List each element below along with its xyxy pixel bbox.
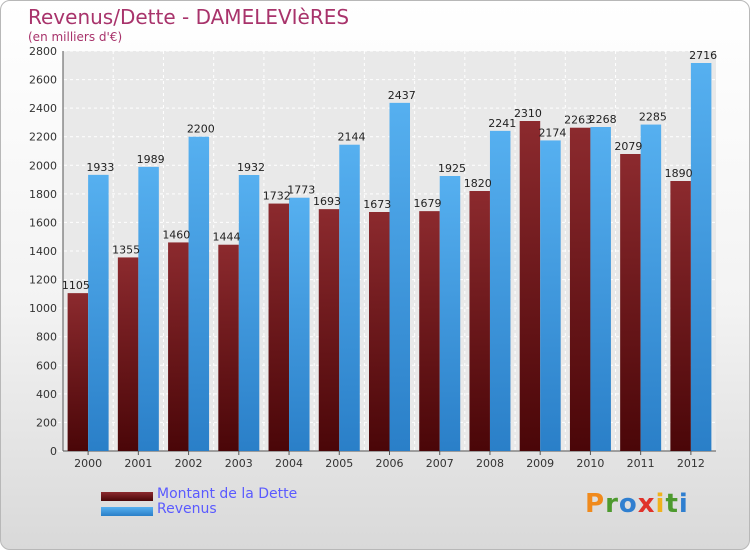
chart-title: Revenus/Dette - DAMELEVIèRES [28, 5, 350, 29]
data-label-dette: 1820 [464, 177, 492, 190]
x-tick-label: 2010 [576, 457, 604, 470]
x-tick-label: 2012 [677, 457, 705, 470]
bar-dette [67, 293, 89, 451]
x-tick-label: 2005 [325, 457, 353, 470]
bar-dette [218, 244, 239, 451]
legend-label-dette: Montant de la Dette [157, 486, 298, 502]
bar-layer [67, 63, 712, 452]
bar-revenus [640, 124, 662, 452]
legend-label-revenus: Revenus [157, 501, 217, 517]
y-tick-label: 600 [36, 359, 57, 372]
legend-swatch-dette [101, 492, 153, 501]
legend-swatch-revenus [101, 507, 153, 516]
bar-revenus [138, 166, 159, 451]
data-label-dette: 1105 [62, 279, 90, 292]
bar-dette [419, 211, 440, 451]
y-tick-label: 1200 [29, 274, 57, 287]
data-label-dette: 1693 [313, 195, 341, 208]
y-tick-label: 400 [36, 388, 57, 401]
data-label-dette: 1732 [263, 190, 291, 203]
y-tick-label: 2800 [29, 45, 57, 58]
y-tick-label: 800 [36, 331, 57, 344]
x-tick-label: 2011 [627, 457, 655, 470]
data-label-revenus: 2285 [639, 111, 667, 124]
proxiti-logo: Proxiti [585, 489, 689, 519]
bar-dette [369, 212, 390, 451]
data-label-revenus: 2268 [589, 113, 617, 126]
bar-dette [670, 181, 691, 451]
bar-revenus [540, 140, 561, 451]
data-label-revenus: 2174 [538, 126, 566, 139]
bar-dette [569, 127, 591, 451]
logo-letter: o [618, 489, 638, 519]
y-tick-label: 2600 [29, 74, 57, 87]
data-label-dette: 1890 [665, 167, 693, 180]
bar-revenus [289, 197, 310, 451]
y-tick-label: 1000 [29, 302, 57, 315]
data-label-dette: 1460 [162, 228, 190, 241]
x-tick-label: 2006 [376, 457, 404, 470]
data-label-dette: 1673 [363, 198, 391, 211]
logo-letter: t [665, 489, 679, 519]
bar-dette [168, 242, 189, 451]
data-label-revenus: 1933 [86, 161, 114, 174]
data-label-revenus: 1989 [137, 153, 165, 166]
x-tick-label: 2001 [124, 457, 152, 470]
bar-dette [620, 154, 641, 451]
data-label-dette: 2310 [514, 107, 542, 120]
y-tick-label: 1600 [29, 216, 57, 229]
label-layer: 0 200 400 600 800 1000 1200 1400 1600 1800 2000 220… [29, 45, 717, 470]
chart-subtitle: (en milliers d'€) [28, 30, 123, 44]
bar-revenus [188, 136, 210, 451]
data-label-revenus: 2716 [689, 49, 717, 62]
bar-dette [117, 257, 139, 451]
bar-revenus [489, 130, 511, 451]
y-tick-label: 2000 [29, 159, 57, 172]
data-label-dette: 1679 [413, 197, 441, 210]
bar-revenus [690, 63, 712, 451]
x-tick-label: 2002 [175, 457, 203, 470]
y-tick-label: 2400 [29, 102, 57, 115]
data-label-dette: 2263 [564, 114, 592, 127]
data-label-revenus: 2241 [488, 117, 516, 130]
bar-revenus [88, 174, 109, 451]
x-tick-label: 2003 [225, 457, 253, 470]
bar-revenus [590, 127, 611, 451]
bar-dette [268, 203, 290, 451]
data-label-revenus: 2437 [388, 89, 416, 102]
bar-revenus [389, 102, 410, 451]
y-tick-label: 2200 [29, 131, 57, 144]
data-label-revenus: 2144 [338, 131, 366, 144]
y-tick-label: 1800 [29, 188, 57, 201]
y-tick-label: 1400 [29, 245, 57, 258]
x-tick-label: 2004 [275, 457, 303, 470]
logo-letter: P [585, 489, 606, 519]
data-label-dette: 1355 [112, 243, 140, 256]
x-tick-label: 2000 [74, 457, 102, 470]
bar-dette [318, 209, 340, 451]
bar-dette [519, 121, 541, 451]
logo-letter: x [637, 489, 656, 519]
bar-revenus [238, 175, 260, 451]
x-tick-label: 2008 [476, 457, 504, 470]
bar-dette [469, 191, 490, 451]
data-label-dette: 2079 [614, 140, 642, 153]
data-label-dette: 1444 [213, 231, 241, 244]
x-tick-label: 2009 [526, 457, 554, 470]
logo-letter: i [655, 489, 666, 519]
data-label-revenus: 1932 [237, 161, 265, 174]
y-tick-label: 0 [50, 445, 57, 458]
data-label-revenus: 2200 [187, 123, 215, 136]
data-label-revenus: 1925 [438, 162, 466, 175]
x-tick-label: 2007 [426, 457, 454, 470]
bar-revenus [339, 144, 360, 451]
data-label-revenus: 1773 [287, 184, 315, 197]
logo-letter: i [678, 489, 689, 519]
y-tick-label: 200 [36, 416, 57, 429]
bar-revenus [439, 176, 461, 451]
logo-letter: r [605, 489, 619, 519]
